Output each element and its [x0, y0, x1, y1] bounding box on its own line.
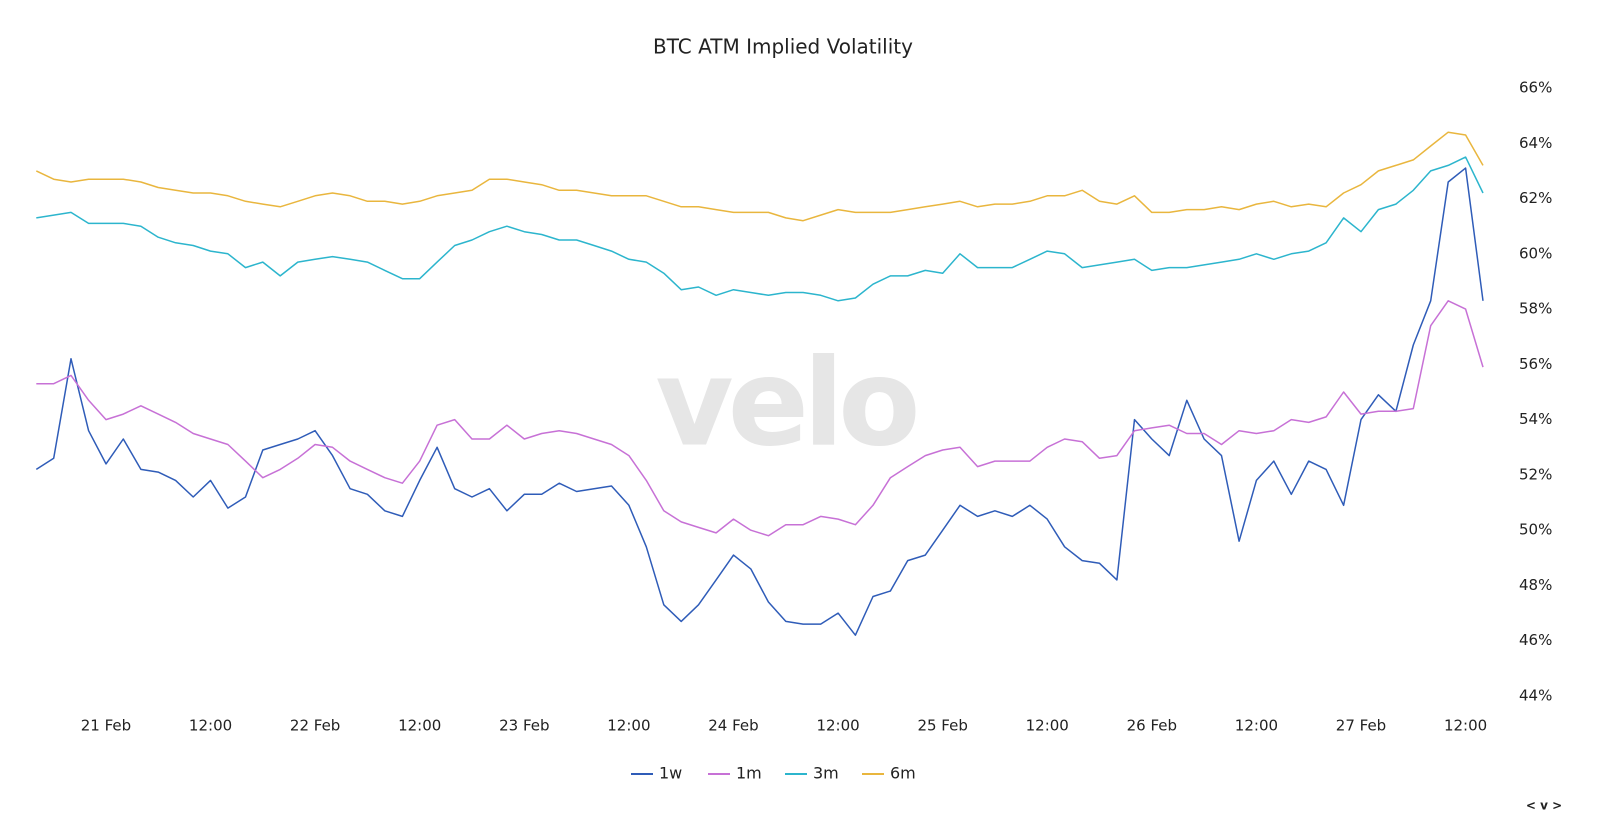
y-tick-label: 64% [1519, 134, 1552, 152]
x-tick-label: 12:00 [1444, 717, 1487, 735]
y-tick-label: 52% [1519, 465, 1552, 483]
y-tick-label: 50% [1519, 521, 1552, 539]
y-tick-label: 48% [1519, 576, 1552, 594]
legend-label: 1m [736, 764, 762, 783]
y-tick-label: 46% [1519, 631, 1552, 649]
legend-label: 3m [813, 764, 839, 783]
x-tick-label: 26 Feb [1127, 717, 1177, 735]
x-tick-label: 23 Feb [499, 717, 549, 735]
legend-label: 1w [659, 764, 682, 783]
x-tick-label: 12:00 [1026, 717, 1069, 735]
x-tick-label: 22 Feb [290, 717, 340, 735]
x-tick-label: 12:00 [607, 717, 650, 735]
x-tick-label: 12:00 [816, 717, 859, 735]
y-tick-label: 54% [1519, 410, 1552, 428]
y-tick-label: 58% [1519, 300, 1552, 318]
x-tick-label: 12:00 [1235, 717, 1278, 735]
y-tick-label: 60% [1519, 244, 1552, 262]
x-tick-label: 21 Feb [81, 717, 131, 735]
corner-control[interactable]: < v > [1526, 799, 1562, 813]
x-tick-label: 27 Feb [1336, 717, 1386, 735]
y-tick-label: 62% [1519, 189, 1552, 207]
y-tick-label: 56% [1519, 355, 1552, 373]
series-line [35, 167, 1484, 636]
x-tick-label: 24 Feb [708, 717, 758, 735]
chart-title: BTC ATM Implied Volatility [653, 35, 913, 59]
series-line [36, 300, 1484, 537]
legend-label: 6m [890, 764, 916, 783]
series-line [35, 131, 1484, 222]
x-tick-label: 12:00 [398, 717, 441, 735]
x-tick-label: 25 Feb [917, 717, 967, 735]
y-tick-label: 44% [1519, 687, 1552, 705]
y-tick-label: 66% [1519, 79, 1552, 97]
watermark: velo [655, 335, 916, 474]
series-line [36, 156, 1484, 302]
x-tick-label: 12:00 [189, 717, 232, 735]
